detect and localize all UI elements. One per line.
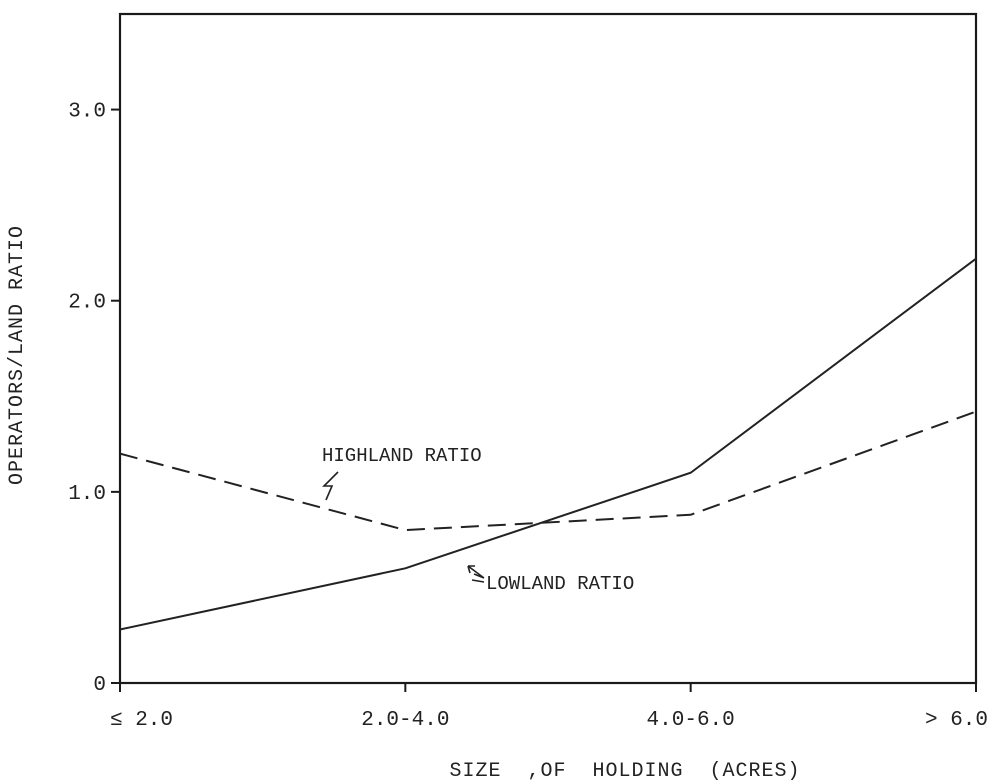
y-tick-label: 2.0 [68,292,106,315]
annotation-lowland-ratio: LOWLAND RATIO [486,573,634,595]
annotation-highland-ratio: HIGHLAND RATIO [322,445,482,467]
y-tick-label: 1.0 [68,483,106,506]
y-tick-label: 3.0 [68,101,106,124]
series-line-highland-ratio [119,410,977,532]
plot-frame [118,12,978,685]
x-axis-title: SIZE ,OF HOLDING (ACRES) [449,760,800,783]
series-line-lowland-ratio [119,257,977,631]
x-tick-label: 2.0-4.0 [361,709,449,732]
y-tick-label: 0 [93,674,106,697]
highland-annotation-arrow [322,471,339,501]
x-tick-label: ≤ 2.0 [110,709,173,732]
y-axis-title: OPERATORS/LAND RATIO [6,225,29,485]
x-tick-label: > 6.0 [925,709,988,732]
lowland-annotation-arrow [467,565,485,583]
x-tick-label: 4.0-6.0 [647,709,735,732]
